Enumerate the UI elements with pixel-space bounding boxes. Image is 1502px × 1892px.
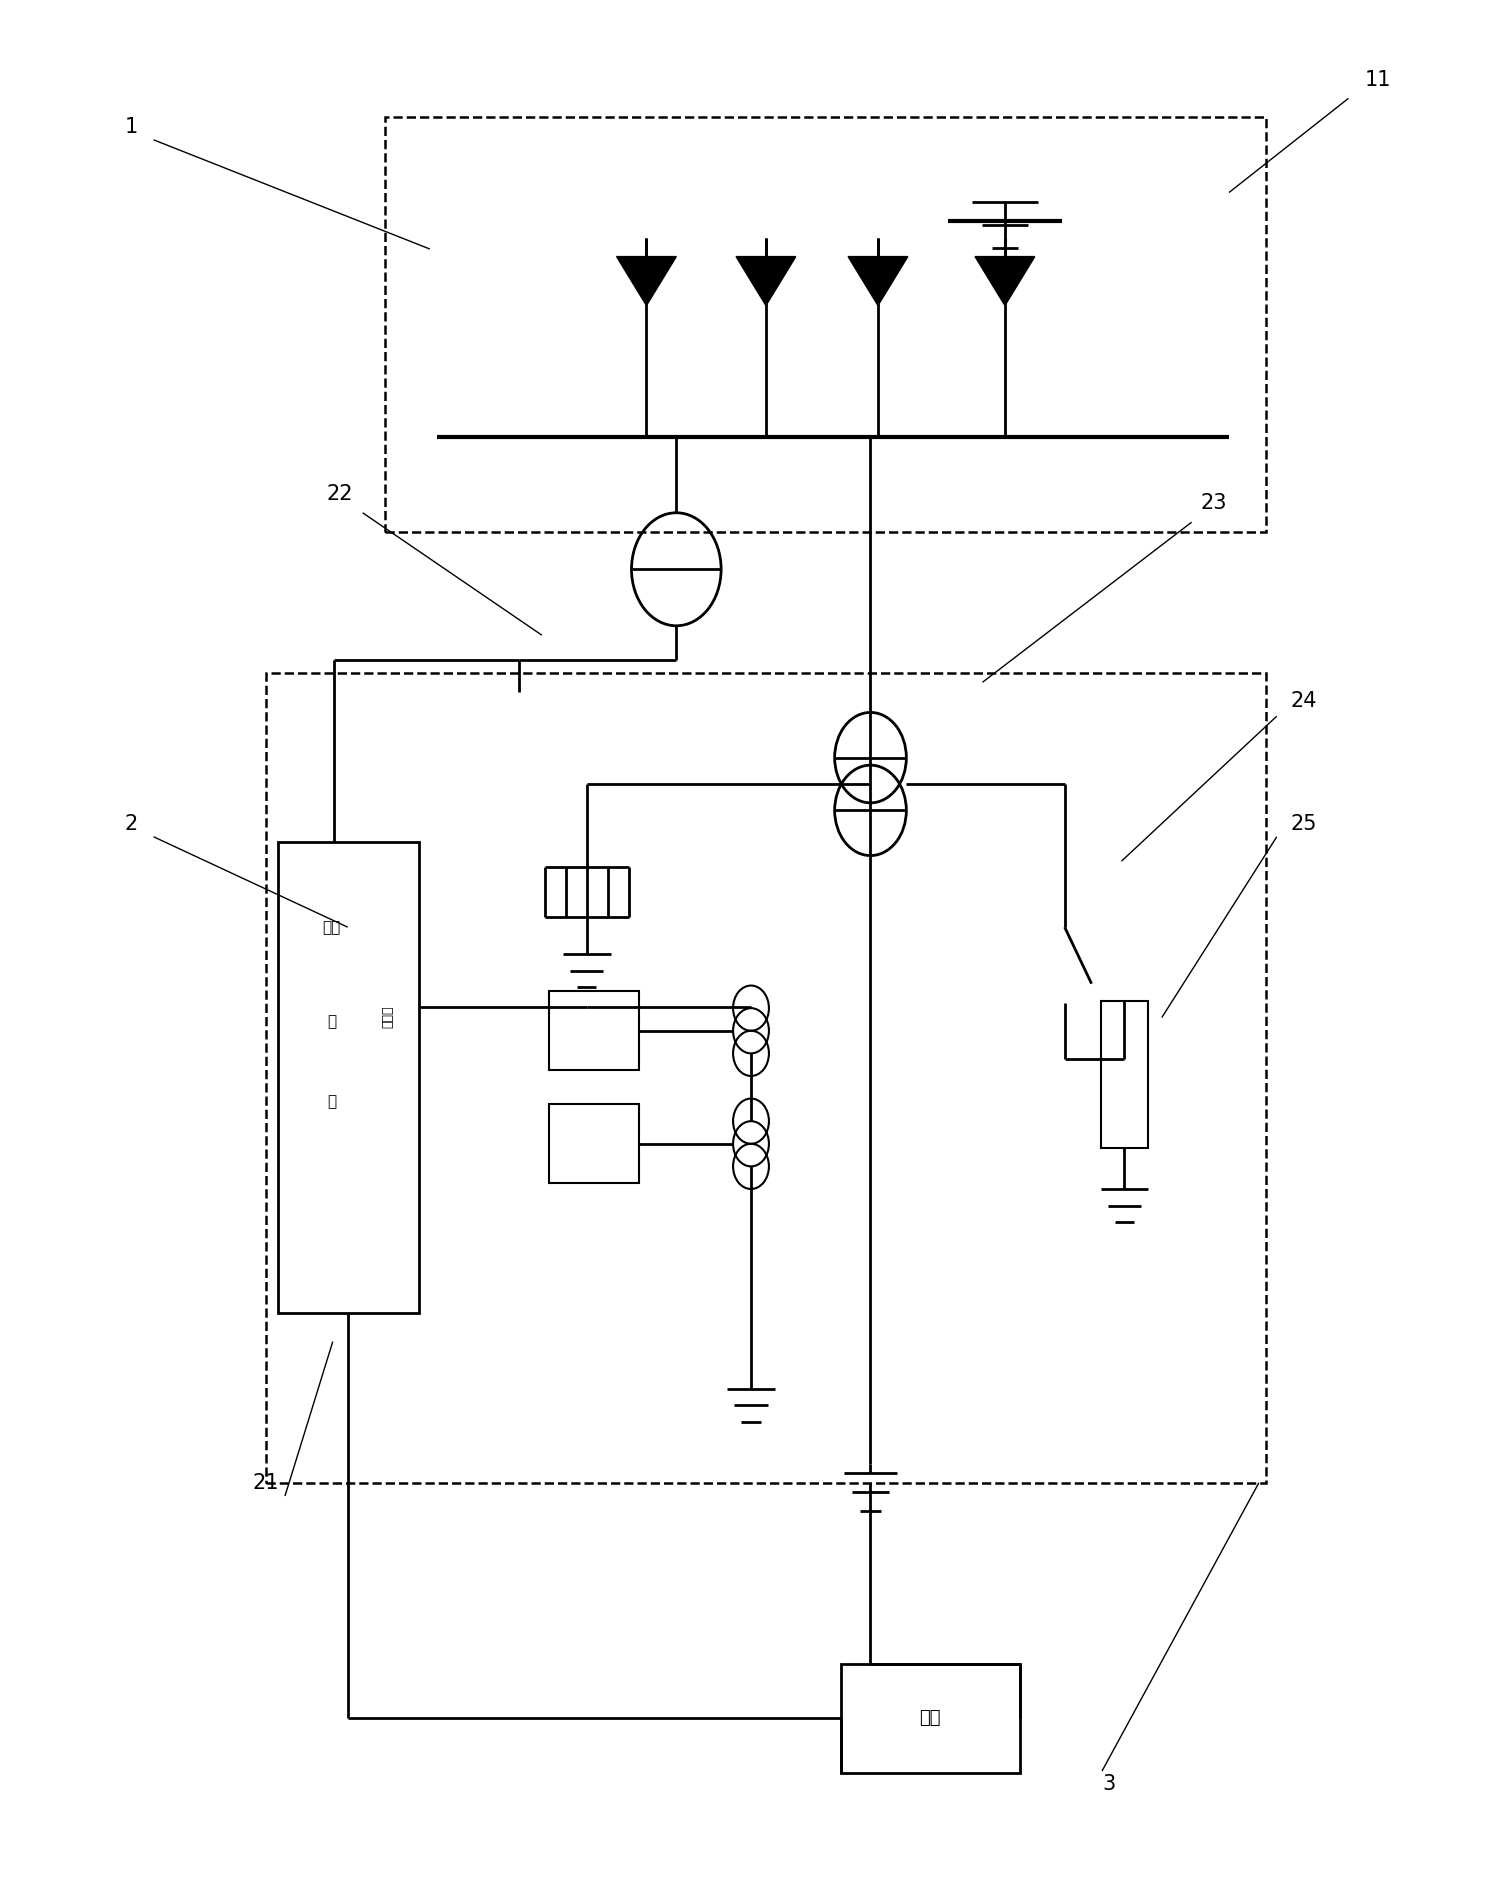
Text: 1: 1 — [125, 117, 138, 136]
Text: 22: 22 — [327, 484, 353, 503]
Text: 25: 25 — [1290, 814, 1317, 834]
Text: 消弧: 消弧 — [323, 920, 341, 935]
Text: 23: 23 — [1200, 494, 1227, 513]
Text: 11: 11 — [1365, 70, 1391, 89]
Text: 圈: 圈 — [327, 1094, 336, 1109]
Text: 控制器: 控制器 — [382, 1005, 395, 1027]
Bar — [550, 991, 638, 1071]
Bar — [841, 1663, 1020, 1773]
Bar — [1101, 1001, 1149, 1148]
Text: 24: 24 — [1290, 691, 1317, 711]
Polygon shape — [616, 257, 676, 305]
Polygon shape — [849, 257, 907, 305]
Text: 3: 3 — [1102, 1775, 1116, 1794]
Polygon shape — [736, 257, 796, 305]
Text: 21: 21 — [252, 1472, 279, 1493]
Bar — [266, 674, 1266, 1483]
Polygon shape — [975, 257, 1035, 305]
Bar — [385, 117, 1266, 532]
Bar — [550, 1105, 638, 1182]
Bar — [278, 842, 419, 1313]
Text: 2: 2 — [125, 814, 138, 834]
Text: 主站: 主站 — [919, 1708, 940, 1727]
Text: 线: 线 — [327, 1014, 336, 1029]
